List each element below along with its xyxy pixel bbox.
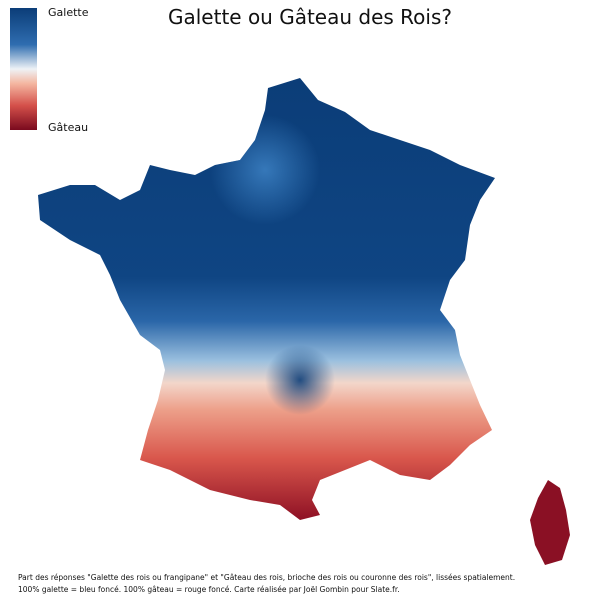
france-map bbox=[38, 78, 495, 520]
corsica bbox=[530, 480, 570, 565]
footnote-line: 100% galette = bleu foncé. 100% gâteau =… bbox=[18, 585, 400, 594]
map-title: Galette ou Gâteau des Rois? bbox=[168, 5, 452, 29]
legend-top-label: Galette bbox=[48, 6, 89, 19]
legend-bottom-label: Gâteau bbox=[48, 121, 88, 134]
footnote-line: Part des réponses "Galette des rois ou f… bbox=[18, 573, 515, 582]
color-scale bbox=[10, 8, 37, 130]
